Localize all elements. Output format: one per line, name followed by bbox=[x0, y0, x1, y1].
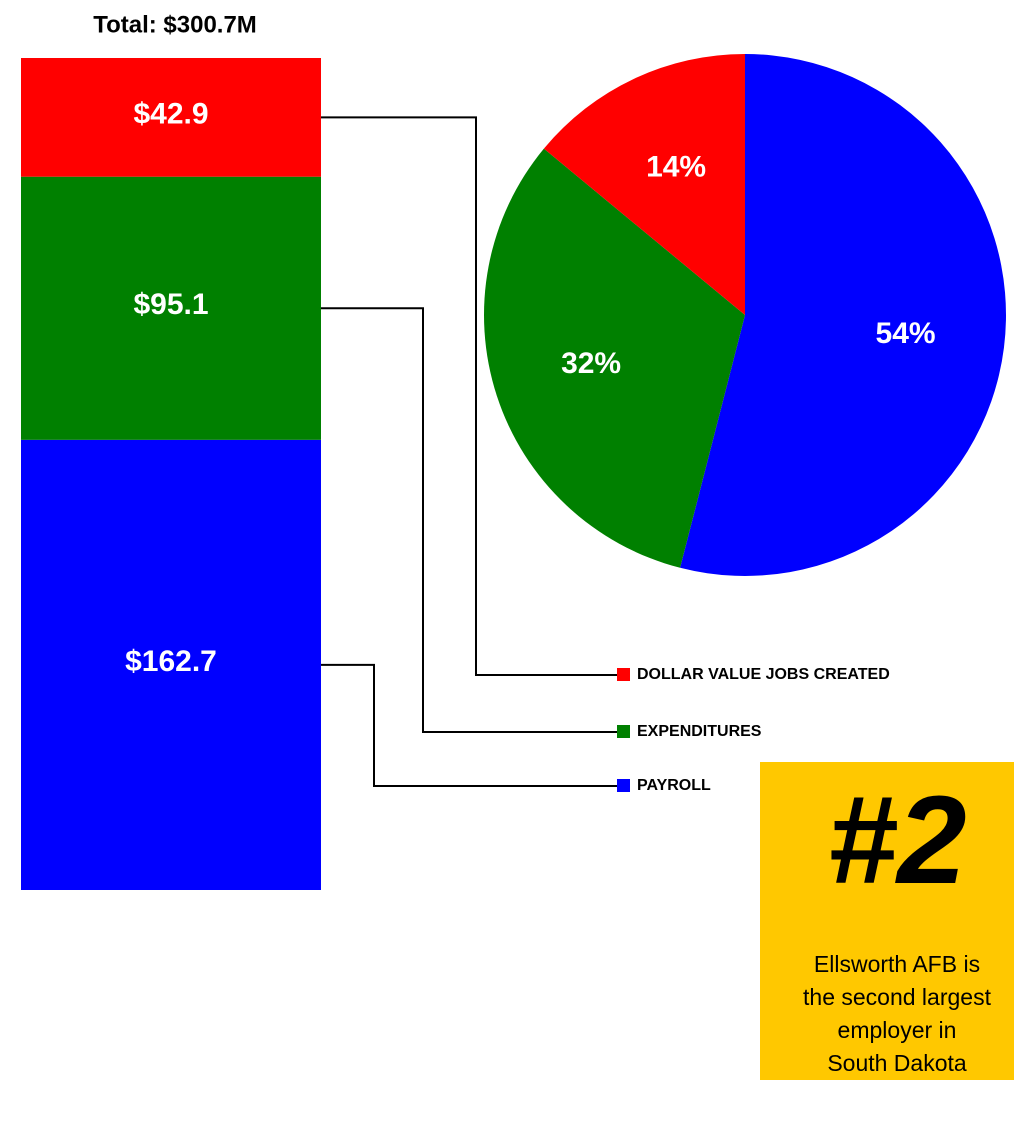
bar-segment bbox=[21, 439, 321, 890]
pie-label: 54% bbox=[876, 317, 936, 350]
pie-slice bbox=[680, 54, 1006, 577]
legend-swatch bbox=[617, 725, 630, 738]
bar-label: $162.7 bbox=[125, 645, 217, 678]
annotation-text: South Dakota bbox=[827, 1050, 967, 1076]
annotation-title: #2 bbox=[827, 771, 966, 910]
annotation-text: Ellsworth AFB is bbox=[814, 951, 980, 977]
annotation-box bbox=[760, 762, 1014, 1080]
pie-label: 14% bbox=[646, 151, 706, 184]
pie-slice bbox=[543, 54, 745, 315]
bar-label: $95.1 bbox=[133, 288, 208, 321]
connector-line bbox=[321, 116, 617, 676]
pie-slice bbox=[484, 148, 745, 568]
chart-title: Total: $300.7M bbox=[93, 11, 257, 38]
legend-label: EXPENDITURES bbox=[637, 723, 762, 740]
connector-line bbox=[321, 307, 617, 733]
connector-line bbox=[321, 663, 617, 787]
bar-segment bbox=[21, 58, 321, 177]
bar-label: $42.9 bbox=[133, 97, 208, 130]
legend-swatch bbox=[617, 779, 630, 792]
pie-label: 32% bbox=[561, 347, 621, 380]
annotation-text: employer in bbox=[838, 1017, 957, 1043]
bar-segment bbox=[21, 176, 321, 440]
legend-label: DOLLAR VALUE JOBS CREATED bbox=[637, 666, 890, 683]
legend-swatch bbox=[617, 668, 630, 681]
annotation-text: the second largest bbox=[803, 984, 992, 1010]
legend-label: PAYROLL bbox=[637, 777, 711, 794]
